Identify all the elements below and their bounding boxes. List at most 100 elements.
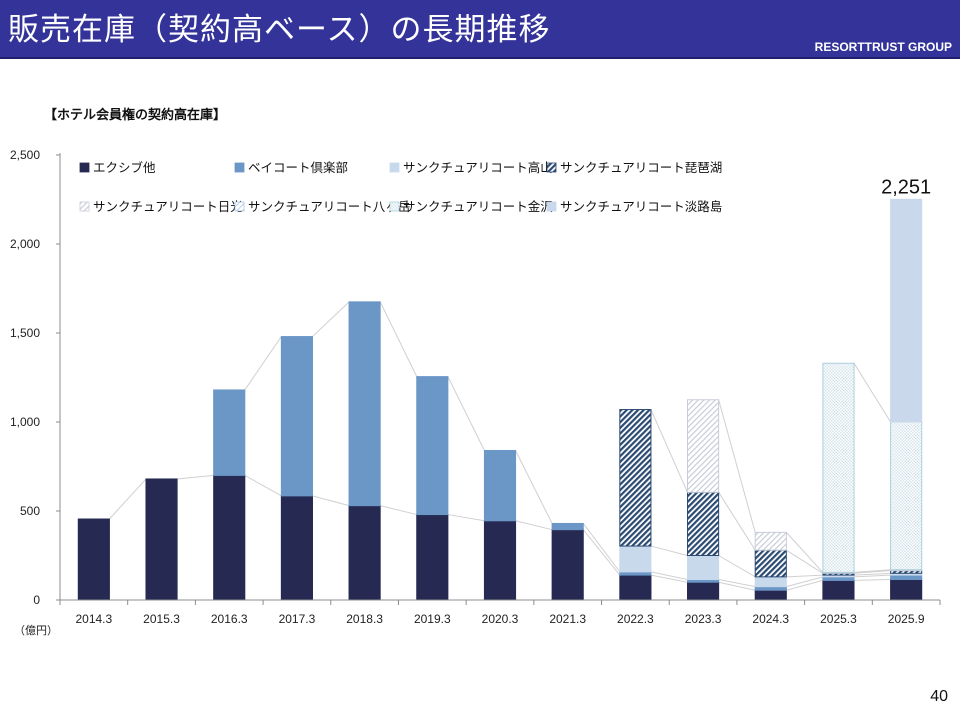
- bar-segment-2025.3-0: [822, 579, 855, 601]
- bar-segment-2020.3-1: [483, 449, 517, 522]
- y-tick-label: 2,500: [10, 148, 40, 162]
- legend-swatch: [79, 201, 90, 212]
- bar-segment-2023.3-0: [687, 581, 720, 601]
- bar-segment-2024.3-0: [754, 589, 787, 601]
- legend-swatch: [389, 162, 400, 173]
- legend-label: サンクチュアリコート金沢: [403, 199, 553, 214]
- bar-segment-2015.3-0: [145, 478, 178, 601]
- series-line-0-8: [650, 574, 688, 583]
- series-line-1-8: [650, 571, 688, 581]
- series-line-0-10: [786, 579, 824, 591]
- series-line-1-11: [854, 574, 891, 578]
- series-line-0-3: [312, 495, 350, 507]
- series-line-0-6: [515, 520, 553, 531]
- legend-swatch: [546, 201, 557, 212]
- bar-segment-2023.3-4: [687, 399, 720, 493]
- page-title: 販売在庫（契約高ベース）の長期推移: [8, 12, 551, 48]
- bar-segment-2022.3-3: [619, 409, 652, 547]
- legend-swatch: [234, 162, 245, 173]
- x-tick-label: 2014.3: [75, 612, 112, 626]
- bar-segment-2018.3-0: [348, 505, 381, 601]
- bar-segment-2017.3-1: [280, 336, 313, 497]
- bar-segment-2025.3-6: [822, 362, 855, 573]
- series-line-0-9: [718, 581, 756, 591]
- series-line-2-11: [854, 572, 891, 576]
- legend-label: サンクチュアリコート八ヶ岳: [248, 199, 410, 214]
- legend-label: サンクチュアリコート高山: [403, 160, 553, 175]
- legend-swatch: [389, 201, 400, 212]
- series-line-1-7: [582, 523, 621, 573]
- x-tick-label: 2024.3: [752, 612, 789, 626]
- series-line-3-8: [650, 409, 688, 493]
- series-line-2-10: [786, 574, 823, 578]
- series-line-3-9: [718, 492, 756, 551]
- series-line-2-9: [718, 555, 756, 578]
- y-tick-label: 2,000: [10, 237, 40, 251]
- x-tick-label: 2018.3: [346, 612, 383, 626]
- legend-swatch: [79, 162, 90, 173]
- bar-segment-2016.3-1: [213, 389, 246, 476]
- x-tick-label: 2025.9: [888, 612, 925, 626]
- series-line-6-11: [853, 362, 892, 423]
- y-tick-label: 1,000: [10, 415, 40, 429]
- bar-segment-2016.3-0: [213, 474, 246, 601]
- y-tick-label: 0: [33, 593, 40, 607]
- bar-segment-2022.3-2: [619, 545, 652, 573]
- y-tick-label: 500: [20, 504, 40, 518]
- series-line-0-1: [177, 474, 214, 480]
- series-line-0-2: [244, 474, 282, 497]
- series-line-0-11: [854, 579, 891, 581]
- legend-swatch: [546, 162, 557, 173]
- series-line-1-4: [379, 301, 418, 377]
- series-connector-lines: [109, 301, 892, 591]
- series-line-0-7: [582, 529, 621, 576]
- legend-label: エクシブ他: [93, 160, 156, 175]
- series-line-4-9: [718, 399, 756, 533]
- bar-segment-2021.3-1: [551, 522, 584, 531]
- series-line-3-11: [853, 570, 891, 574]
- x-tick-label: 2019.3: [414, 612, 451, 626]
- bar-segment-2019.3-1: [416, 376, 449, 516]
- header-bar: 販売在庫（契約高ベース）の長期推移 RESORTTRUST GROUP: [0, 0, 960, 59]
- bar-segment-2024.3-1: [754, 586, 787, 591]
- bar-segment-2025.3-1: [822, 576, 855, 581]
- y-axis-unit-label: （億円）: [14, 624, 58, 637]
- legend-label: ベイコート倶楽部: [248, 160, 348, 175]
- x-tick-label: 2021.3: [549, 612, 586, 626]
- brand-logo-text: RESORTTRUST GROUP: [814, 40, 952, 54]
- bar-segment-2024.3-3: [754, 549, 787, 578]
- bar-segment-2025.9-7: [890, 198, 923, 423]
- x-tick-label: 2020.3: [482, 612, 519, 626]
- series-line-3-10: [786, 549, 824, 574]
- bar-segment-2014.3-0: [77, 518, 110, 601]
- chart-subtitle: 【ホテル会員権の契約高在庫】: [44, 108, 227, 123]
- legend-label: サンクチュアリコート日光: [93, 199, 243, 214]
- bar-segment-2019.3-0: [416, 514, 449, 601]
- series-line-2-8: [650, 545, 688, 556]
- x-tick-label: 2016.3: [211, 612, 248, 626]
- series-line-0-4: [380, 505, 417, 516]
- bar-segment-2025.9-1: [890, 574, 923, 581]
- series-line-1-10: [786, 576, 824, 588]
- x-tick-label: 2022.3: [617, 612, 654, 626]
- bar-segment-2021.3-0: [551, 529, 584, 601]
- legend-label: サンクチュアリコート淡路島: [560, 199, 722, 214]
- series-line-1-9: [718, 579, 756, 588]
- bar-segment-2024.3-4: [754, 531, 787, 551]
- series-line-1-2: [244, 336, 282, 391]
- bar-segment-2024.3-2: [754, 576, 787, 588]
- bar-segment-2023.3-2: [687, 555, 720, 581]
- legend-swatch: [234, 201, 245, 212]
- x-tick-label: 2025.3: [820, 612, 857, 626]
- bar-segment-2023.3-3: [687, 491, 720, 556]
- bar-segment-2018.3-1: [348, 301, 381, 507]
- series-line-1-6: [515, 450, 553, 524]
- x-tick-label: 2015.3: [143, 612, 180, 626]
- legend-label: サンクチュアリコート琵琶湖: [560, 160, 722, 175]
- series-line-0-0: [109, 478, 147, 520]
- page-number: 40: [930, 688, 948, 705]
- series-line-4-11: [853, 569, 891, 573]
- bar-segment-2017.3-0: [280, 495, 313, 601]
- bar-segment-2022.3-0: [619, 574, 652, 601]
